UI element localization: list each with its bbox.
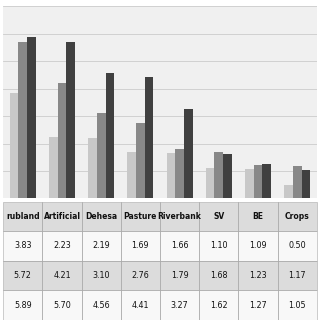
Bar [199, 231, 238, 261]
Text: 1.66: 1.66 [171, 242, 188, 251]
Bar [199, 261, 238, 291]
Text: SV: SV [213, 212, 224, 221]
Bar [121, 261, 160, 291]
Bar [3, 261, 43, 291]
Text: Crops: Crops [285, 212, 309, 221]
Bar [3, 291, 43, 320]
Bar [245, 169, 254, 198]
Text: 1.68: 1.68 [210, 271, 228, 280]
Bar [82, 231, 121, 261]
Text: Pasture: Pasture [124, 212, 157, 221]
Bar [43, 261, 82, 291]
Bar [27, 37, 36, 198]
Bar [199, 291, 238, 320]
Bar [262, 164, 271, 198]
Bar [160, 231, 199, 261]
Text: 1.27: 1.27 [249, 301, 267, 310]
Bar [254, 165, 262, 198]
Bar [121, 291, 160, 320]
Bar [278, 261, 317, 291]
Bar [121, 202, 160, 231]
Bar [167, 153, 175, 198]
Bar [3, 202, 43, 231]
Bar [206, 168, 214, 198]
Text: 2.23: 2.23 [53, 242, 71, 251]
Text: 1.62: 1.62 [210, 301, 228, 310]
Bar [19, 42, 27, 198]
Text: BE: BE [252, 212, 263, 221]
Bar [214, 152, 223, 198]
Bar [10, 93, 19, 198]
Text: 3.27: 3.27 [171, 301, 188, 310]
Bar [145, 77, 153, 198]
Bar [238, 261, 278, 291]
Text: 5.89: 5.89 [14, 301, 32, 310]
Bar [199, 202, 238, 231]
Bar [43, 231, 82, 261]
Bar [97, 113, 106, 198]
Bar [127, 152, 136, 198]
Text: 2.19: 2.19 [92, 242, 110, 251]
Bar [293, 166, 301, 198]
Bar [82, 202, 121, 231]
Bar [82, 261, 121, 291]
Bar [278, 202, 317, 231]
Text: 5.70: 5.70 [53, 301, 71, 310]
Bar [238, 231, 278, 261]
Text: 4.41: 4.41 [132, 301, 149, 310]
Text: 5.72: 5.72 [14, 271, 32, 280]
Text: 4.21: 4.21 [53, 271, 71, 280]
Text: 3.10: 3.10 [92, 271, 110, 280]
Bar [88, 138, 97, 198]
Bar [43, 291, 82, 320]
Text: 3.83: 3.83 [14, 242, 32, 251]
Text: 1.69: 1.69 [132, 242, 149, 251]
Text: 2.76: 2.76 [132, 271, 149, 280]
Text: 1.09: 1.09 [249, 242, 267, 251]
Bar [3, 231, 43, 261]
Text: 0.50: 0.50 [288, 242, 306, 251]
Bar [106, 73, 114, 198]
Bar [43, 202, 82, 231]
Bar [278, 231, 317, 261]
Text: Riverbank: Riverbank [158, 212, 202, 221]
Bar [238, 202, 278, 231]
Bar [160, 202, 199, 231]
Bar [175, 149, 184, 198]
Text: rubland: rubland [6, 212, 40, 221]
Text: 1.17: 1.17 [288, 271, 306, 280]
Bar [238, 291, 278, 320]
Bar [121, 231, 160, 261]
Bar [160, 261, 199, 291]
Text: Dehesa: Dehesa [85, 212, 117, 221]
Bar [284, 185, 293, 198]
Bar [49, 137, 58, 198]
Bar [223, 154, 232, 198]
Bar [160, 291, 199, 320]
Bar [184, 109, 193, 198]
Bar [136, 123, 145, 198]
Bar [82, 291, 121, 320]
Bar [301, 170, 310, 198]
Bar [278, 291, 317, 320]
Bar [66, 42, 75, 198]
Text: Artificial: Artificial [44, 212, 81, 221]
Bar [58, 83, 66, 198]
Text: 4.56: 4.56 [92, 301, 110, 310]
Text: 1.79: 1.79 [171, 271, 188, 280]
Text: 1.23: 1.23 [249, 271, 267, 280]
Text: 1.05: 1.05 [288, 301, 306, 310]
Text: 1.10: 1.10 [210, 242, 228, 251]
